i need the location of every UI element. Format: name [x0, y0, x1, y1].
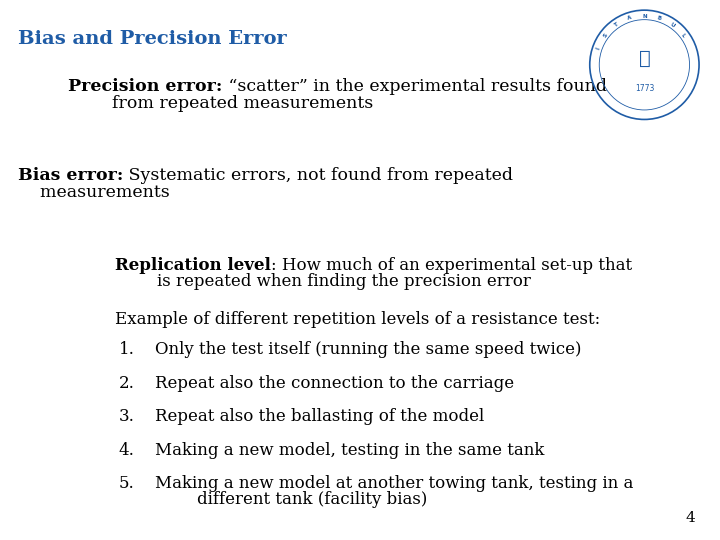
Text: N: N — [642, 14, 647, 18]
Text: Bias error:: Bias error: — [18, 167, 123, 184]
Text: Replication level: Replication level — [115, 256, 271, 273]
Text: U: U — [669, 22, 675, 28]
Text: 4: 4 — [685, 511, 695, 525]
Text: Repeat also the connection to the carriage: Repeat also the connection to the carria… — [155, 375, 514, 392]
Text: 2.: 2. — [119, 375, 135, 392]
Text: A: A — [627, 15, 633, 22]
Text: from repeated measurements: from repeated measurements — [68, 95, 374, 112]
Text: İ: İ — [596, 46, 601, 50]
Text: Precision error:: Precision error: — [68, 78, 222, 95]
Text: T: T — [613, 22, 619, 28]
Text: Making a new model at another towing tank, testing in a: Making a new model at another towing tan… — [155, 475, 633, 492]
Text: measurements: measurements — [18, 184, 170, 201]
Text: 5.: 5. — [119, 475, 135, 492]
Text: Only the test itself (running the same speed twice): Only the test itself (running the same s… — [155, 341, 581, 358]
Text: : How much of an experimental set-up that: : How much of an experimental set-up tha… — [271, 256, 632, 273]
Text: Systematic errors, not found from repeated: Systematic errors, not found from repeat… — [123, 167, 513, 184]
Text: B: B — [656, 15, 662, 22]
Text: 🏛: 🏛 — [639, 49, 650, 69]
Text: 1773: 1773 — [635, 84, 654, 93]
Text: Bias and Precision Error: Bias and Precision Error — [18, 30, 287, 48]
Text: S: S — [603, 32, 609, 38]
Text: Making a new model, testing in the same tank: Making a new model, testing in the same … — [155, 442, 544, 458]
Text: 1.: 1. — [119, 341, 135, 358]
Text: 3.: 3. — [119, 408, 135, 425]
Text: Repeat also the ballasting of the model: Repeat also the ballasting of the model — [155, 408, 484, 425]
Text: 4.: 4. — [119, 442, 135, 458]
Text: Example of different repetition levels of a resistance test:: Example of different repetition levels o… — [115, 310, 600, 327]
Text: “scatter” in the experimental results found: “scatter” in the experimental results fo… — [222, 78, 607, 95]
Text: L: L — [680, 32, 686, 38]
Text: is repeated when finding the precision error: is repeated when finding the precision e… — [115, 273, 531, 289]
Text: different tank (facility bias): different tank (facility bias) — [155, 491, 427, 508]
